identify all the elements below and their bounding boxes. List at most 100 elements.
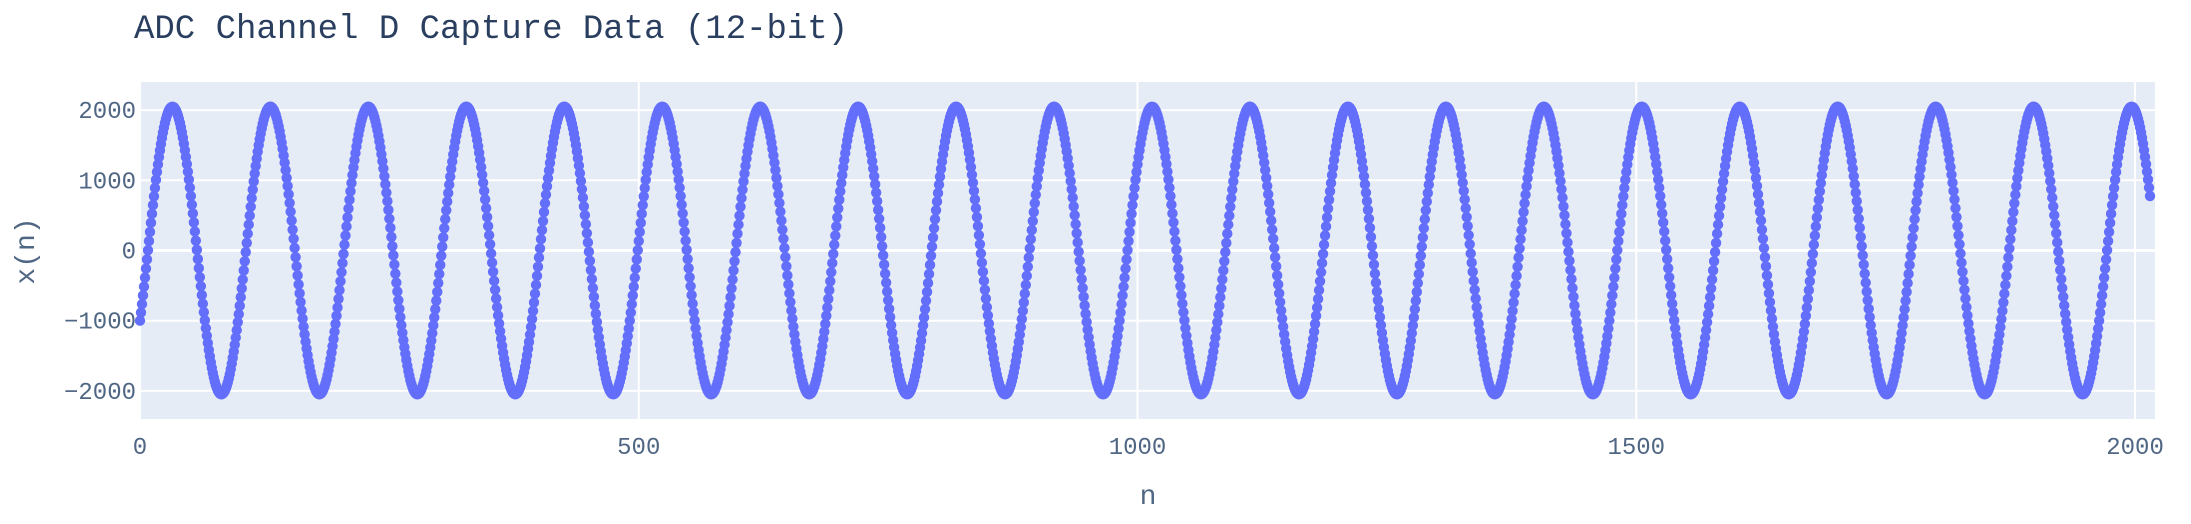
data-point bbox=[2091, 330, 2103, 342]
data-point bbox=[677, 208, 688, 219]
data-point bbox=[1264, 197, 1275, 209]
data-point bbox=[236, 283, 247, 294]
data-point bbox=[1603, 323, 1614, 334]
data-point bbox=[281, 172, 292, 184]
data-point bbox=[1127, 199, 1138, 211]
data-point bbox=[1165, 190, 1176, 202]
data-point bbox=[772, 180, 783, 192]
data-point bbox=[576, 184, 588, 195]
data-point bbox=[478, 185, 490, 197]
data-point bbox=[1860, 277, 1871, 288]
data-point bbox=[1855, 231, 1866, 243]
data-point bbox=[485, 248, 497, 259]
data-point bbox=[1604, 315, 1615, 326]
data-point bbox=[1076, 273, 1087, 285]
data-point bbox=[929, 214, 941, 225]
data-point bbox=[1175, 281, 1186, 292]
data-point bbox=[2109, 174, 2121, 186]
data-point bbox=[2096, 290, 2108, 301]
data-point bbox=[916, 327, 928, 339]
data-point bbox=[396, 319, 407, 331]
data-point bbox=[1763, 288, 1775, 299]
data-point bbox=[1520, 189, 1531, 200]
data-point bbox=[480, 202, 492, 214]
data-point bbox=[924, 259, 936, 271]
data-point bbox=[1570, 308, 1581, 320]
data-point bbox=[1314, 276, 1326, 287]
data-point bbox=[688, 306, 699, 318]
data-point bbox=[634, 226, 645, 238]
data-point bbox=[2045, 175, 2056, 187]
data-point bbox=[1947, 177, 1958, 188]
data-point bbox=[1074, 255, 1085, 267]
data-point bbox=[1511, 270, 1522, 282]
data-point bbox=[1026, 224, 1037, 236]
data-point bbox=[432, 286, 443, 298]
data-point bbox=[879, 268, 891, 279]
x-tick-label: 2000 bbox=[2106, 435, 2164, 462]
data-point bbox=[1759, 251, 1771, 263]
data-point bbox=[785, 296, 796, 308]
data-point bbox=[1652, 166, 1663, 177]
data-point bbox=[1955, 248, 1966, 259]
data-point bbox=[877, 250, 889, 261]
data-point bbox=[146, 208, 158, 220]
data-point bbox=[1766, 313, 1778, 324]
data-point bbox=[428, 320, 439, 331]
data-point bbox=[623, 323, 634, 334]
data-point bbox=[1704, 292, 1716, 303]
data-point bbox=[1121, 254, 1132, 265]
data-point bbox=[1229, 168, 1240, 179]
data-point bbox=[484, 239, 496, 250]
data-point bbox=[526, 313, 538, 325]
data-point bbox=[972, 220, 984, 232]
data-point bbox=[1566, 273, 1577, 285]
data-point bbox=[639, 182, 650, 194]
data-point bbox=[1897, 320, 1908, 331]
data-point bbox=[1996, 313, 2007, 325]
data-point bbox=[1359, 179, 1371, 190]
data-point bbox=[430, 304, 441, 315]
data-point bbox=[585, 264, 597, 276]
data-point bbox=[1760, 261, 1772, 272]
data-point bbox=[536, 224, 548, 236]
data-point bbox=[333, 293, 344, 305]
data-point bbox=[1277, 321, 1289, 332]
data-point bbox=[1564, 255, 1575, 267]
data-point bbox=[2051, 228, 2062, 239]
data-point bbox=[528, 297, 540, 308]
data-point bbox=[725, 292, 736, 303]
data-point bbox=[193, 262, 205, 274]
data-point bbox=[1275, 305, 1287, 316]
data-point bbox=[1618, 191, 1629, 202]
data-point bbox=[635, 217, 646, 229]
data-point bbox=[186, 199, 198, 210]
data-point bbox=[2144, 190, 2156, 202]
data-point bbox=[2092, 323, 2104, 334]
data-point bbox=[786, 305, 797, 316]
data-point bbox=[723, 309, 734, 320]
data-point bbox=[1218, 265, 1229, 276]
data-point bbox=[379, 171, 390, 182]
data-point bbox=[1999, 288, 2010, 299]
data-point bbox=[491, 301, 503, 313]
data-point bbox=[1805, 267, 1817, 278]
data-point bbox=[2047, 192, 2058, 203]
data-point bbox=[1169, 226, 1180, 237]
data-point bbox=[1179, 315, 1190, 326]
data-point bbox=[1213, 309, 1224, 320]
data-point bbox=[1521, 181, 1532, 192]
data-point bbox=[1850, 187, 1861, 198]
data-point bbox=[1219, 256, 1230, 267]
data-point bbox=[378, 163, 389, 174]
data-point bbox=[673, 174, 684, 185]
x-tick-label: 0 bbox=[133, 435, 147, 462]
data-point bbox=[880, 277, 892, 288]
data-point bbox=[1905, 250, 1916, 261]
data-point bbox=[1812, 203, 1824, 214]
data-point bbox=[1906, 241, 1917, 252]
data-point bbox=[1260, 164, 1271, 176]
data-point bbox=[1616, 208, 1627, 220]
data-point bbox=[293, 279, 304, 290]
data-point bbox=[134, 315, 146, 326]
